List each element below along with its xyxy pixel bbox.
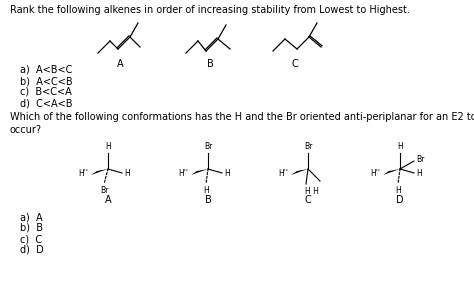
Text: B: B	[205, 195, 211, 205]
Text: H: H	[203, 186, 209, 195]
Text: a)  A<B<C: a) A<B<C	[20, 65, 73, 75]
Text: C: C	[292, 59, 298, 69]
Text: Rank the following alkenes in order of increasing stability from Lowest to Highe: Rank the following alkenes in order of i…	[10, 5, 410, 15]
Text: H: H	[395, 186, 401, 195]
Polygon shape	[91, 169, 108, 175]
Text: Br: Br	[304, 142, 312, 151]
Polygon shape	[291, 169, 308, 175]
Text: H'': H''	[78, 168, 88, 177]
Text: a)  A: a) A	[20, 212, 43, 222]
Text: H H: H H	[305, 187, 319, 196]
Text: Br: Br	[100, 186, 108, 195]
Text: C: C	[305, 195, 311, 205]
Polygon shape	[191, 169, 208, 175]
Text: B: B	[207, 59, 213, 69]
Text: H: H	[397, 142, 403, 151]
Text: Br: Br	[204, 142, 212, 151]
Text: H: H	[224, 168, 230, 177]
Text: A: A	[117, 59, 123, 69]
Text: A: A	[105, 195, 111, 205]
Polygon shape	[383, 169, 400, 175]
Text: D: D	[396, 195, 404, 205]
Text: b)  B: b) B	[20, 223, 43, 233]
Text: Which of the following conformations has the H and the Br oriented anti-periplan: Which of the following conformations has…	[10, 112, 474, 135]
Text: d)  C<A<B: d) C<A<B	[20, 98, 73, 108]
Text: c)  B<C<A: c) B<C<A	[20, 87, 72, 97]
Text: H: H	[416, 168, 422, 177]
Text: c)  C: c) C	[20, 234, 42, 244]
Text: Br: Br	[416, 156, 424, 164]
Text: b)  A<C<B: b) A<C<B	[20, 76, 73, 86]
Text: H'': H''	[278, 168, 288, 177]
Text: H'': H''	[178, 168, 188, 177]
Text: H: H	[105, 142, 111, 151]
Text: H: H	[124, 168, 130, 177]
Text: d)  D: d) D	[20, 245, 44, 255]
Text: H'': H''	[370, 168, 380, 177]
